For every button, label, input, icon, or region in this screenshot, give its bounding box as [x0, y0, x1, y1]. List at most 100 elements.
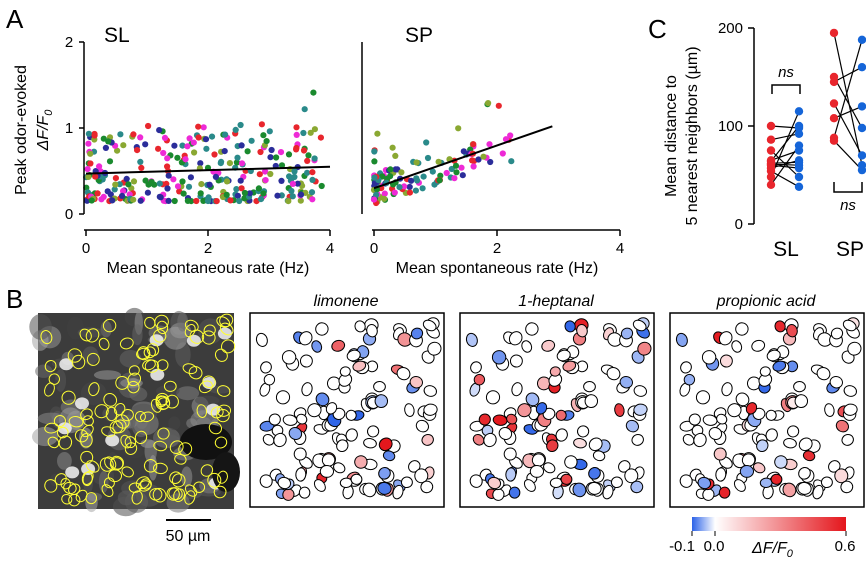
sp-point [507, 132, 514, 139]
cell-response [483, 432, 497, 448]
cell-response [708, 426, 723, 441]
cell-response [721, 382, 733, 397]
cell-response [498, 426, 513, 441]
sp-point [374, 130, 381, 137]
roi-outline [79, 328, 92, 342]
bright-cell [105, 434, 120, 447]
cell-response [562, 360, 577, 372]
cell-response [772, 360, 787, 372]
cell-response [679, 474, 693, 488]
cell-response [798, 466, 811, 480]
sl-point [217, 160, 224, 167]
cell-response [829, 375, 843, 389]
sl-point [125, 181, 132, 188]
cell-response [741, 453, 756, 467]
cell-response [824, 403, 835, 417]
roi-outline [219, 322, 234, 336]
c-point-sp-a [829, 99, 839, 108]
roi-outline [134, 411, 146, 423]
roi-outline [208, 421, 222, 435]
roi-outline [80, 408, 93, 421]
cell-response [564, 455, 578, 469]
cell-response [525, 392, 540, 407]
cell-response [392, 484, 404, 500]
cell-response [259, 474, 273, 488]
sl-point [291, 168, 298, 175]
sl-point [112, 181, 119, 188]
roi-outline [128, 482, 142, 493]
roi-outline [157, 427, 170, 440]
sl-xtick-0: 0 [82, 240, 90, 257]
odor-title-heptanal: 1-heptanal [518, 293, 594, 310]
panel-letter-c: C [648, 14, 667, 44]
sl-point [257, 196, 265, 203]
sl-point [85, 140, 92, 147]
sl-point [137, 134, 144, 141]
cell-response [719, 354, 733, 368]
sl-point [307, 129, 314, 136]
sl-point [267, 154, 274, 161]
cell-response [759, 477, 773, 489]
cell-response [766, 349, 781, 362]
sp-point [469, 157, 476, 164]
roi-outline [81, 471, 93, 487]
texture-blob [120, 378, 143, 388]
cell-response [758, 373, 773, 387]
cell-response [523, 479, 536, 492]
sl-point [105, 138, 112, 145]
roi-outline [67, 348, 83, 363]
bright-cell [149, 334, 164, 347]
texture-blob [80, 381, 107, 405]
c-point-sp-b [857, 102, 866, 111]
texture-blob [37, 412, 65, 425]
sl-point [237, 177, 244, 184]
cell-response [843, 403, 858, 416]
roi-outline [153, 440, 168, 452]
cell-response [377, 481, 392, 495]
bright-cell [65, 466, 80, 479]
cell-response [588, 466, 601, 480]
roi-outline [184, 319, 199, 332]
cell-response [759, 366, 771, 377]
sl-point [165, 172, 172, 179]
roi-outline [203, 324, 216, 337]
sl-point [227, 197, 234, 204]
sl-point [193, 197, 200, 205]
sl-point [248, 137, 255, 144]
cell-response [509, 354, 523, 368]
sl-point [102, 144, 109, 151]
cell-response [602, 484, 614, 500]
cell-response [549, 477, 563, 489]
cell-response [606, 366, 621, 381]
sl-point [84, 166, 91, 173]
sl-point [297, 197, 304, 204]
sl-point [179, 142, 186, 149]
roi-outline [101, 484, 114, 498]
cell-response [345, 428, 358, 442]
bright-cell [59, 358, 74, 371]
cell-response [816, 366, 831, 381]
roi-outline [124, 442, 138, 455]
sl-point [226, 160, 233, 167]
sl-ytick-1: 1 [65, 120, 73, 137]
sl-ns-bracket [771, 84, 801, 94]
sp-point [436, 177, 443, 184]
cell-response [366, 324, 378, 338]
cell-response [487, 476, 502, 490]
roi-outline [184, 484, 198, 497]
sl-point [260, 132, 267, 139]
sl-point [174, 154, 181, 161]
cell-response [331, 339, 346, 352]
sl-point [85, 173, 92, 180]
roi-outline [44, 479, 58, 493]
texture-blob [163, 326, 188, 350]
sl-point [285, 198, 292, 205]
sl-point [257, 148, 264, 156]
sp-point [391, 189, 398, 196]
cell-response [415, 419, 429, 433]
roi-outline [56, 426, 69, 439]
cell-response [610, 476, 623, 489]
sl-point [278, 162, 286, 169]
cell-response [632, 319, 647, 332]
sl-point [111, 186, 118, 193]
